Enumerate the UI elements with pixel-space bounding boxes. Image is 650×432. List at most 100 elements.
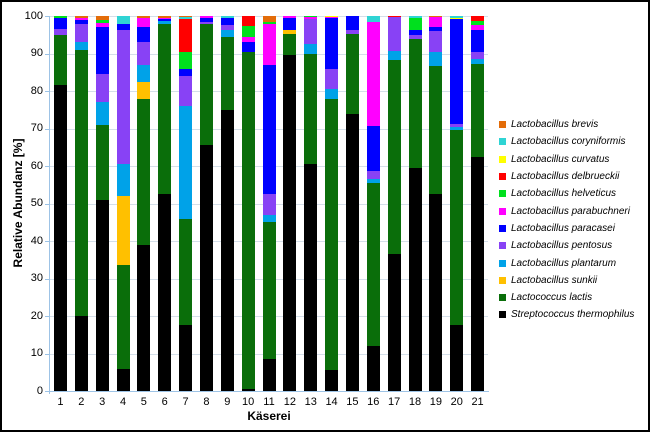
- bar-segment-lactococcus-lactis: [387, 60, 401, 255]
- legend-label: Lactobacillus sunkii: [511, 274, 598, 286]
- bar-segment-streptococcus-thermophilus: [429, 194, 443, 391]
- bar-segment-lactobacillus-pentosus: [387, 17, 401, 51]
- x-tick-label: 6: [161, 396, 168, 408]
- legend-label: Lactobacillus plantarum: [511, 257, 617, 269]
- bar-segment-lactobacillus-parabuchneri: [95, 22, 109, 27]
- bar-segment-lactobacillus-paracasei: [262, 64, 276, 195]
- bar-segment-lactobacillus-helveticus: [471, 20, 485, 26]
- bar-segment-lactobacillus-parabuchneri: [471, 25, 485, 30]
- bar-segment-lactobacillus-plantarum: [220, 29, 234, 37]
- bar-segment-lactococcus-lactis: [345, 33, 359, 114]
- bar-segment-lactobacillus-parabuchneri: [137, 17, 151, 28]
- bar-segment-lactobacillus-delbrueckii: [179, 18, 193, 52]
- y-tick-label: 100: [24, 9, 43, 22]
- bar-segment-lactobacillus-coryniformis: [179, 17, 193, 19]
- bar-segment-lactobacillus-pentosus: [137, 42, 151, 65]
- bar-segment-lactococcus-lactis: [179, 218, 193, 326]
- bar-segment-streptococcus-thermophilus: [345, 113, 359, 391]
- bar-segment-lactobacillus-parabuchneri: [241, 37, 255, 43]
- bar-segment-lactococcus-lactis: [450, 130, 464, 326]
- legend-item: Lactobacillus curvatus: [499, 151, 634, 168]
- legend-label: Lactobacillus pentosus: [511, 240, 613, 252]
- bar-segment-lactobacillus-delbrueckii: [241, 16, 255, 26]
- bar-segment-lactobacillus-parabuchneri: [74, 17, 88, 20]
- legend-item: Lactobacillus helveticus: [499, 185, 634, 202]
- legend-label: Lactococcus lactis: [511, 292, 593, 304]
- legend-swatch: [499, 224, 506, 232]
- bar-segment-lactobacillus-paracasei: [116, 23, 130, 30]
- legend-swatch: [499, 138, 506, 146]
- y-tick-mark: [45, 241, 49, 242]
- bar-segment-lactococcus-lactis: [158, 23, 172, 195]
- bar-segment-lactococcus-lactis: [304, 53, 318, 165]
- bar-segment-lactobacillus-paracasei: [137, 27, 151, 43]
- bar-segment-lactobacillus-coryniformis: [450, 16, 464, 18]
- legend-label: Streptococcus thermophilus: [511, 309, 635, 321]
- bar-segment-lactococcus-lactis: [116, 265, 130, 369]
- bar-segment-lactobacillus-paracasei: [366, 125, 380, 171]
- bar-segment-lactobacillus-pentosus: [408, 35, 422, 39]
- y-tick-mark: [45, 316, 49, 317]
- bar-segment-lactobacillus-delbrueckii: [471, 16, 485, 21]
- y-tick-label: 30: [30, 272, 43, 284]
- legend: Lactobacillus brevis Lactobacillus coryni…: [499, 116, 634, 324]
- bar-segment-lactobacillus-brevis: [179, 16, 193, 18]
- y-tick-label: 10: [30, 347, 43, 359]
- y-tick-label: 40: [30, 234, 43, 247]
- bar-segment-lactobacillus-paracasei: [471, 29, 485, 52]
- x-tick-label: 9: [224, 396, 231, 408]
- bar-segment-streptococcus-thermophilus: [74, 316, 88, 391]
- bar-segment-lactobacillus-parabuchneri: [158, 17, 172, 19]
- bar-segment-lactobacillus-parabuchneri: [262, 23, 276, 65]
- bar-segment-lactobacillus-pentosus: [220, 25, 234, 30]
- x-tick-label: 19: [429, 396, 442, 408]
- bar-segment-streptococcus-thermophilus: [262, 359, 276, 391]
- bar-segment-lactobacillus-helveticus: [53, 16, 67, 18]
- bar-segment-lactobacillus-plantarum: [95, 102, 109, 125]
- y-tick-label: 70: [30, 122, 43, 134]
- legend-label: Lactobacillus coryniformis: [511, 136, 626, 148]
- bar-segment-lactococcus-lactis: [241, 51, 255, 390]
- bar-segment-lactobacillus-brevis: [74, 16, 88, 18]
- y-axis-line: [49, 16, 50, 394]
- bar-segment-lactobacillus-pentosus: [471, 52, 485, 59]
- bar-segment-streptococcus-thermophilus: [116, 368, 130, 391]
- bar-segment-lactobacillus-sunkii: [137, 81, 151, 99]
- bar-segment-streptococcus-thermophilus: [471, 156, 485, 391]
- bar-segment-lactobacillus-brevis: [137, 16, 151, 18]
- bar-segment-lactobacillus-helveticus: [179, 52, 193, 69]
- legend-swatch: [499, 155, 506, 163]
- plot-area: [50, 16, 488, 391]
- x-tick-label: 18: [408, 396, 422, 408]
- bar-segment-lactococcus-lactis: [262, 222, 276, 360]
- x-tick-label: 16: [367, 396, 380, 408]
- x-tick-label: 2: [78, 396, 85, 408]
- bar-segment-lactococcus-lactis: [74, 49, 88, 316]
- bar-segment-lactobacillus-pentosus: [74, 23, 88, 43]
- bar-segment-lactobacillus-plantarum: [325, 88, 339, 99]
- legend-swatch: [499, 242, 506, 250]
- bar-segment-streptococcus-thermophilus: [199, 145, 213, 391]
- bar-segment-lactobacillus-paracasei: [53, 17, 67, 30]
- bar-segment-lactobacillus-pentosus: [429, 31, 443, 52]
- x-tick-label: 4: [119, 396, 127, 408]
- x-tick-label: 10: [242, 396, 255, 408]
- bar-segment-lactococcus-lactis: [137, 98, 151, 245]
- legend-item: Lactobacillus coryniformis: [499, 133, 634, 150]
- bar-segment-lactococcus-lactis: [95, 124, 109, 200]
- bar-segment-lactobacillus-plantarum: [262, 214, 276, 223]
- bar-segment-lactobacillus-plantarum: [74, 42, 88, 50]
- bar-segment-streptococcus-thermophilus: [450, 325, 464, 391]
- bar-segment-streptococcus-thermophilus: [408, 167, 422, 391]
- bar-segment-streptococcus-thermophilus: [53, 85, 67, 391]
- bar-segment-streptococcus-thermophilus: [241, 389, 255, 391]
- x-tick-label: 15: [346, 396, 359, 408]
- y-tick-label: 90: [30, 47, 43, 59]
- y-tick-mark: [45, 128, 49, 130]
- bar-segment-lactobacillus-delbrueckii: [387, 16, 401, 18]
- legend-item: Lactobacillus sunkii: [499, 272, 634, 289]
- bar-segment-lactobacillus-brevis: [262, 16, 276, 22]
- bar-segment-lactobacillus-plantarum: [116, 164, 130, 196]
- bar-segment-streptococcus-thermophilus: [325, 370, 339, 391]
- bar-segment-lactococcus-lactis: [408, 38, 422, 168]
